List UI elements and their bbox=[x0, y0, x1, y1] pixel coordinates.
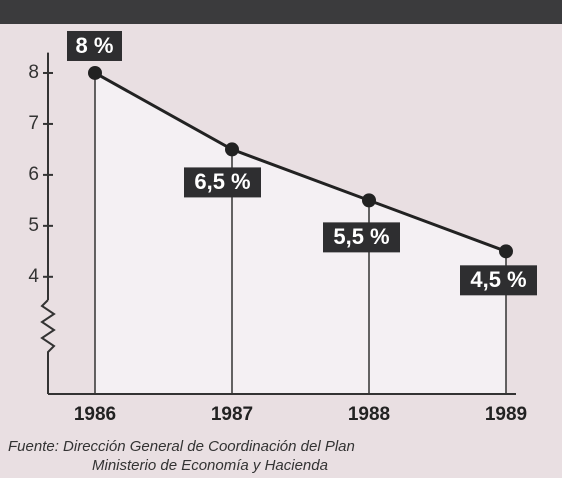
point bbox=[225, 142, 239, 156]
y-tick-label: 6 bbox=[28, 164, 39, 185]
value-label: 5,5 % bbox=[333, 224, 389, 249]
x-tick-label: 1989 bbox=[485, 404, 527, 425]
point bbox=[88, 66, 102, 80]
page: 456788 %19866,5 %19875,5 %19884,5 %1989 … bbox=[0, 0, 562, 478]
y-tick-label: 7 bbox=[28, 113, 39, 134]
value-label: 8 % bbox=[76, 33, 114, 58]
value-label: 6,5 % bbox=[194, 169, 250, 194]
banner bbox=[0, 0, 562, 24]
source-line: Ministerio de Economía y Hacienda bbox=[92, 457, 328, 474]
source-line: Fuente: Dirección General de Coordinació… bbox=[8, 438, 355, 455]
x-tick-label: 1986 bbox=[74, 404, 116, 425]
value-label: 4,5 % bbox=[470, 267, 526, 292]
y-tick-label: 5 bbox=[28, 215, 39, 236]
y-tick-label: 4 bbox=[28, 266, 39, 287]
x-tick-label: 1988 bbox=[348, 404, 390, 425]
chart: 456788 %19866,5 %19875,5 %19884,5 %1989 … bbox=[0, 0, 562, 478]
y-tick-label: 8 bbox=[28, 62, 39, 83]
x-tick-label: 1987 bbox=[211, 404, 253, 425]
point bbox=[499, 244, 513, 258]
point bbox=[362, 193, 376, 207]
